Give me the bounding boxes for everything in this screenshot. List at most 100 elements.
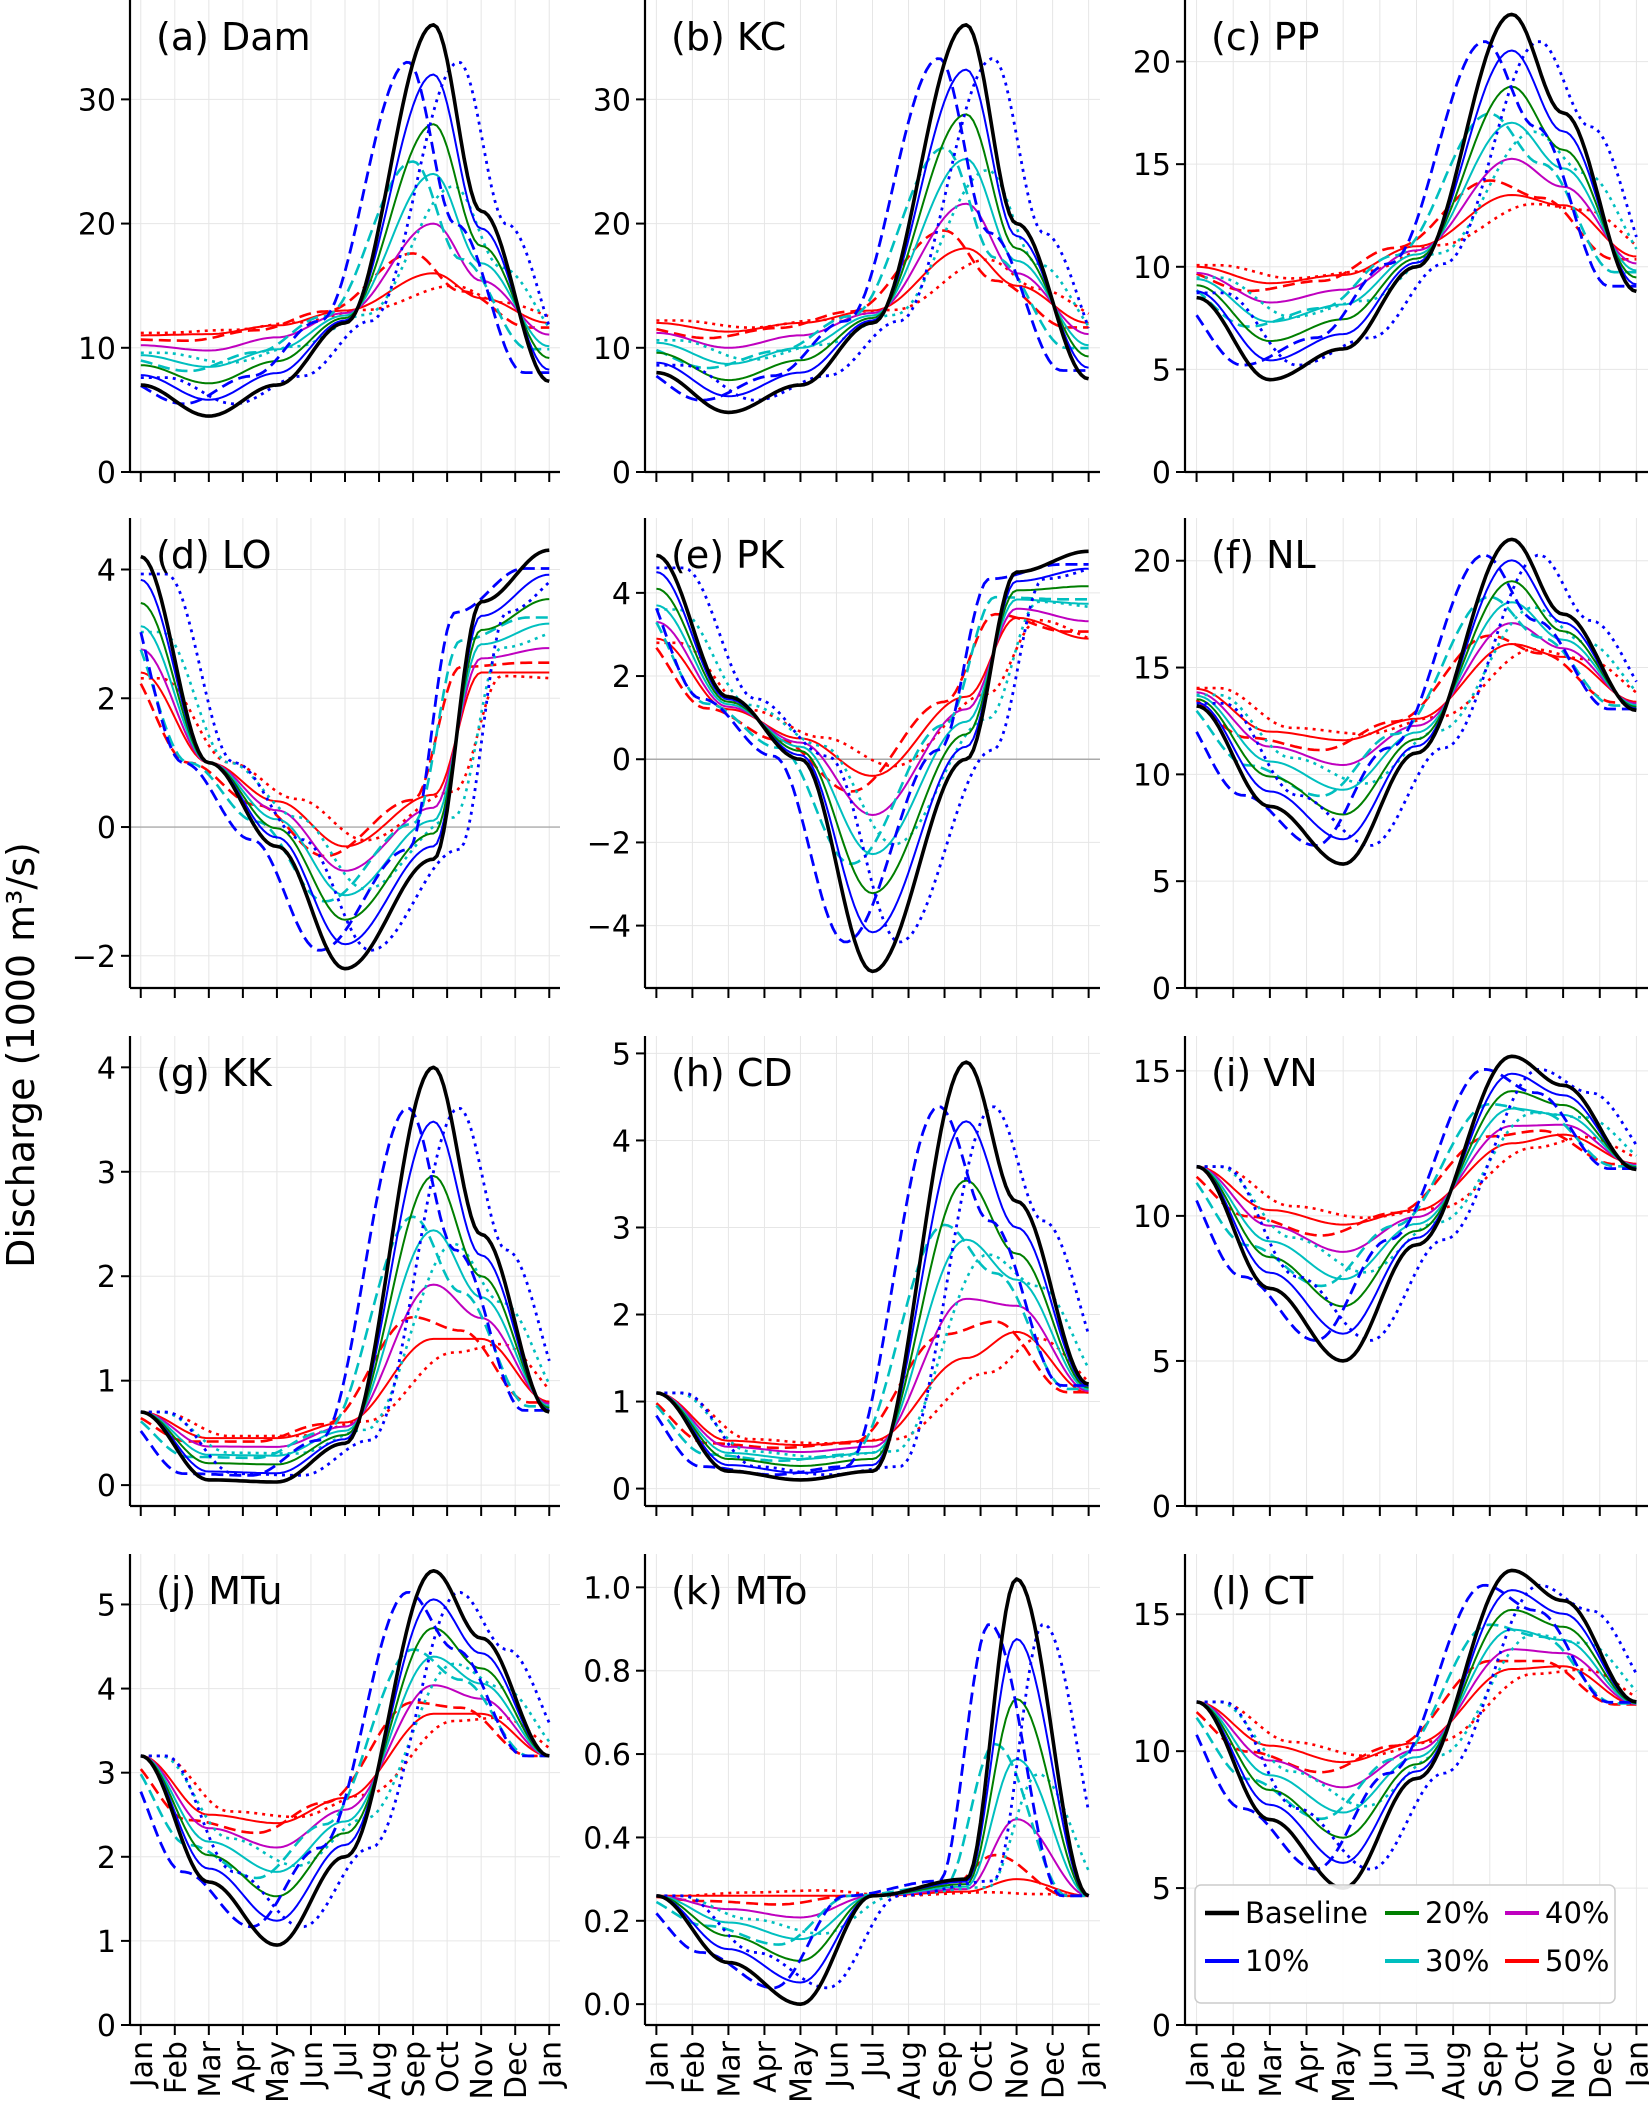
series-line-p10 [140, 60, 551, 406]
y-tick-label: 0 [97, 811, 116, 846]
legend-label-p20: 20% [1425, 1896, 1489, 1930]
y-tick-label: 20 [593, 208, 631, 243]
series-line-baseline [140, 23, 550, 418]
series-line-p50 [1196, 648, 1638, 736]
series-line-p20 [656, 1179, 1089, 1467]
series-line-p50 [1196, 194, 1637, 285]
series-line-p30 [140, 630, 550, 891]
series-line-p50 [140, 674, 550, 842]
series-line-p30 [140, 160, 550, 373]
y-tick-label: 3 [97, 1156, 116, 1191]
y-tick-label: 0 [612, 743, 631, 778]
legend-label-p40: 40% [1545, 1896, 1609, 1930]
x-tick-label: May [1327, 2041, 1362, 2103]
x-tick-label: Jul [857, 2041, 892, 2079]
y-tick-label: 10 [1133, 1735, 1171, 1770]
x-tick-label: May [784, 2041, 819, 2103]
y-tick-label: 1.0 [583, 1571, 631, 1606]
x-tick-label: Jan [533, 2041, 568, 2089]
x-tick-label: Jun [820, 2041, 855, 2090]
series-line-p10 [140, 1591, 551, 1929]
y-tick-label: 15 [1133, 1598, 1171, 1633]
panel: −2 0 2 4 (d) LO [72, 518, 560, 998]
y-tick-label: 5 [1152, 865, 1171, 900]
x-tick-label: Jan [640, 2041, 675, 2089]
series-line-p10 [140, 73, 550, 401]
series-line-p40 [140, 222, 550, 352]
series-line-p10 [656, 1105, 1090, 1477]
series-line-p40 [1196, 1648, 1637, 1789]
x-tick-label: Apr [748, 2040, 783, 2093]
series-line-p10 [1196, 40, 1638, 367]
series-line-p10 [1196, 49, 1637, 362]
series-line-p10 [655, 1105, 1089, 1477]
panel-title: (a) Dam [156, 15, 311, 59]
x-tick-label: Dec [499, 2041, 534, 2099]
series-line-baseline [140, 1065, 550, 1484]
series-line-p20 [1196, 85, 1637, 343]
x-tick-label: Sep [929, 2041, 964, 2098]
series-line-p10 [139, 1107, 550, 1477]
y-tick-label: 1 [97, 1365, 116, 1400]
y-tick-label: 4 [612, 577, 631, 612]
y-tick-label: 2 [97, 1260, 116, 1295]
y-tick-label: 2 [97, 682, 116, 717]
y-tick-label: 4 [97, 1673, 116, 1708]
series-line-p30 [656, 1772, 1090, 1935]
series-line-p50 [140, 252, 550, 342]
x-tick-label: Aug [893, 2041, 928, 2100]
y-tick-label: 0 [97, 456, 116, 491]
y-tick-label: 15 [1133, 1055, 1171, 1090]
panel: 0 10 20 30 (a) Dam [78, 0, 560, 491]
gridlines [645, 518, 1100, 988]
x-tick-label: Mar [193, 2040, 228, 2097]
series-line-p40 [1196, 157, 1637, 304]
series-line-p10 [1195, 40, 1637, 367]
x-tick-label: Jan [125, 2041, 160, 2089]
series-line-p20 [140, 1627, 550, 1898]
series-line-baseline [1196, 12, 1637, 382]
y-axis-label: Discharge (1000 m³/s) [0, 842, 43, 1268]
series-line-p20 [656, 585, 1089, 895]
series-line-p50 [655, 1320, 1089, 1450]
y-tick-label: 0.6 [583, 1738, 631, 1773]
panel: 0 10 20 30 (b) KC [593, 0, 1100, 491]
y-tick-label: 3 [612, 1211, 631, 1246]
x-tick-label: Dec [1037, 2041, 1072, 2099]
panel-title: (l) CT [1211, 1569, 1314, 1613]
series-line-p10 [1196, 559, 1637, 841]
panel: 0 1 2 3 4 (g) KK [97, 1036, 560, 1516]
y-tick-label: 30 [78, 83, 116, 118]
x-tick-label: Jul [329, 2041, 364, 2079]
y-tick-label: 0.0 [583, 1988, 631, 2023]
panel: 0 1 2 3 4 5 (h) CD [612, 1036, 1100, 1516]
panel-title: (k) MTo [671, 1569, 808, 1613]
y-tick-label: 15 [1133, 652, 1171, 687]
series-line-p10 [656, 1120, 1089, 1474]
x-tick-label: Sep [1474, 2041, 1509, 2098]
series-line-p30 [140, 172, 550, 368]
y-tick-label: 2 [612, 660, 631, 695]
y-tick-label: 2 [612, 1299, 631, 1334]
series-line-p30 [139, 616, 550, 903]
x-tick-label: Mar [712, 2040, 747, 2097]
y-tick-label: 10 [1133, 758, 1171, 793]
x-tick-label: Aug [363, 2041, 398, 2100]
series-line-baseline [1196, 537, 1637, 866]
series-line-p30 [1195, 112, 1637, 328]
y-tick-label: 20 [78, 208, 116, 243]
series-line-baseline [656, 1060, 1090, 1482]
series-line-p10 [139, 567, 550, 952]
panel-title: (g) KK [156, 1051, 273, 1095]
panel-title: (h) CD [671, 1051, 793, 1095]
series-line-baseline [140, 548, 550, 971]
series-line-p30 [140, 1662, 551, 1868]
legend-label-p10: 10% [1245, 1944, 1309, 1978]
series-line-p30 [139, 1648, 550, 1880]
x-tick-label: Jun [295, 2041, 330, 2090]
y-tick-label: 5 [1152, 1872, 1171, 1907]
x-tick-label: Sep [397, 2041, 432, 2098]
